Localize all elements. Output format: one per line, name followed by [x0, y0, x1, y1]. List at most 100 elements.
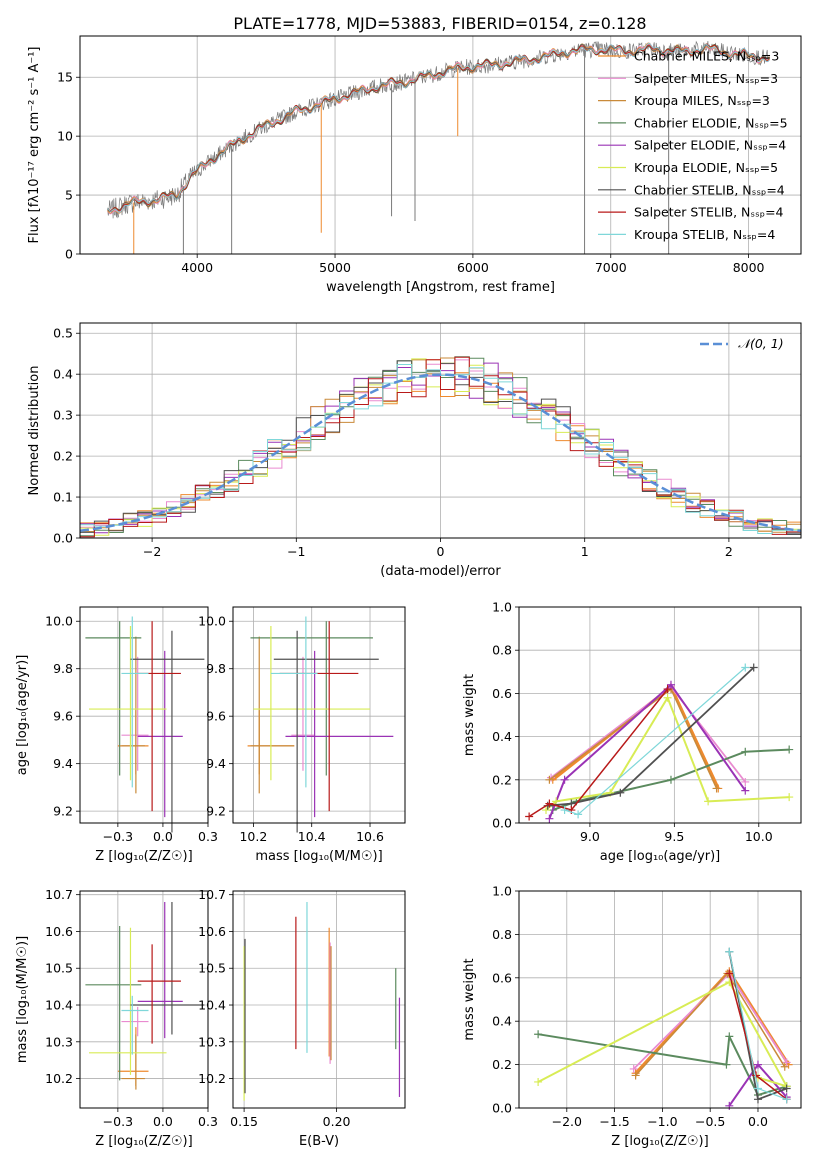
y-tick-label: 0.0	[53, 531, 73, 546]
y-tick-label: 10.0	[45, 614, 73, 629]
figure-title: PLATE=1778, MJD=53883, FIBERID=0154, z=0…	[233, 14, 646, 33]
data-point-marker	[663, 693, 672, 702]
data-point-marker	[525, 812, 534, 821]
x-tick-label: 7000	[595, 260, 627, 275]
data-point-marker	[616, 788, 625, 797]
x-tick-label: 0	[437, 544, 445, 559]
mass-vs-metallicity-panel: −0.3 0.0 0.3 10.2 10.3 10.4 10.5 10.6 10.7 Z [log…	[15, 887, 218, 1149]
data-point-marker	[631, 1071, 640, 1080]
y-tick-label: 10.7	[198, 887, 226, 902]
x-tick-label: 1	[581, 544, 589, 559]
y-axis-label: mass [log₁₀(M/M☉)]	[15, 936, 30, 1063]
x-tick-label: −2.0	[552, 1114, 582, 1129]
data-point-marker	[629, 1064, 638, 1073]
mass-weight-series-line	[634, 969, 790, 1075]
y-tick-label: 10.6	[45, 924, 73, 939]
x-axis-label: E(B-V)	[299, 1134, 339, 1149]
normal-distribution-curve	[79, 373, 802, 533]
x-axis-label: Z [log₁₀(Z/Z☉)]	[611, 1134, 708, 1149]
x-tick-label: 0.0	[748, 1114, 768, 1129]
y-tick-label: 0.2	[492, 1057, 512, 1072]
y-tick-label: 10.3	[45, 1034, 73, 1049]
y-tick-label: 10.4	[198, 998, 226, 1013]
data-point-marker	[712, 784, 721, 793]
y-tick-label: 10.0	[198, 614, 226, 629]
y-tick-label: 0.8	[492, 927, 512, 942]
x-tick-label: −2	[143, 544, 161, 559]
model-spectrum-line	[107, 43, 770, 212]
data-point-marker	[753, 1084, 762, 1093]
data-point-marker	[545, 799, 554, 808]
data-point-marker	[753, 1060, 762, 1069]
mass-weight-series-line	[548, 688, 718, 789]
plot-frame	[518, 890, 802, 1109]
y-tick-label: 10.4	[45, 998, 73, 1013]
y-tick-label: 5	[65, 188, 73, 203]
x-axis-label: mass [log₁₀(M/M☉)]	[255, 849, 382, 864]
data-point-marker	[725, 947, 734, 956]
x-tick-label: −1.0	[647, 1114, 677, 1129]
y-tick-label: 10.5	[45, 961, 73, 976]
x-tick-label: −0.3	[103, 829, 133, 844]
x-tick-label: 10.0	[745, 829, 773, 844]
y-tick-label: 0.8	[492, 643, 512, 658]
x-tick-label: 2	[725, 544, 733, 559]
plot-frame	[232, 606, 406, 824]
x-tick-label: 0.0	[153, 1114, 173, 1129]
y-tick-label: 0.4	[492, 1014, 512, 1029]
x-tick-label: 8000	[733, 260, 765, 275]
y-tick-label: 0.6	[492, 970, 512, 985]
data-point-marker	[780, 1062, 789, 1071]
data-point-marker	[753, 1095, 762, 1104]
x-axis-label: age [log₁₀(age/yr)]	[600, 849, 721, 864]
x-axis-label: wavelength [Angstrom, rest frame]	[326, 280, 555, 295]
plot-frame	[79, 322, 802, 539]
x-tick-label: 0.15	[230, 1114, 258, 1129]
x-tick-label: 9.0	[580, 829, 600, 844]
legend-label: Chabrier MILES, Nₛₛₚ=3	[634, 49, 779, 64]
x-tick-label: 10.2	[239, 829, 267, 844]
data-point-marker	[725, 969, 734, 978]
data-point-marker	[574, 810, 583, 819]
x-axis-label: Z [log₁₀(Z/Z☉)]	[95, 849, 192, 864]
x-tick-label: −0.3	[103, 1114, 133, 1129]
legend-label: Kroupa STELIB, Nₛₛₚ=4	[634, 227, 775, 242]
y-tick-label: 9.4	[53, 756, 73, 771]
data-point-marker	[741, 663, 750, 672]
plot-frame	[232, 890, 406, 1109]
data-point-marker	[704, 797, 713, 806]
y-axis-label: Normed distribution	[27, 366, 42, 496]
data-point-marker	[545, 814, 554, 823]
data-point-marker	[560, 775, 569, 784]
y-axis-label: mass weight	[462, 674, 477, 756]
y-tick-label: 0.1	[53, 490, 73, 505]
mass-weight-series-line	[528, 688, 669, 818]
y-tick-label: 9.2	[53, 804, 73, 819]
weight-vs-metallicity-panel: −2.0 −1.5 −1.0 −0.5 0.0 0.0 0.2 0.4 0.6 0.8 1.0 Z […	[462, 884, 802, 1149]
plot-frame	[79, 606, 209, 824]
data-point-marker	[782, 1084, 791, 1093]
x-tick-label: 5000	[319, 260, 351, 275]
y-tick-label: 15	[57, 70, 73, 85]
x-tick-label: 6000	[457, 260, 489, 275]
y-tick-label: 10	[57, 129, 73, 144]
data-point-marker	[782, 1095, 791, 1104]
mass-weight-series-line	[545, 696, 790, 811]
plot-frame	[79, 890, 209, 1109]
x-tick-label: 9.5	[664, 829, 684, 844]
y-axis-label: age [log₁₀(age/yr)]	[15, 655, 30, 776]
plot-frame	[79, 35, 802, 255]
legend-label: 𝒩(0, 1)	[738, 336, 784, 351]
legend-label: Kroupa ELODIE, Nₛₛₚ=5	[634, 160, 778, 175]
x-tick-label: −1.5	[599, 1114, 629, 1129]
y-tick-label: 10.5	[198, 961, 226, 976]
age-vs-mass-panel: 10.2 10.4 10.6 9.2 9.4 9.6 9.8 10.0 mass [log₁₀(…	[198, 606, 406, 864]
legend-label: Chabrier ELODIE, Nₛₛₚ=5	[634, 115, 788, 130]
plot-frame	[518, 606, 802, 824]
legend-label: Salpeter ELODIE, Nₛₛₚ=4	[634, 138, 786, 153]
mass-weight-series-line	[548, 683, 747, 820]
data-point-marker	[741, 747, 750, 756]
y-tick-label: 0.0	[492, 816, 512, 831]
x-tick-label: 0.20	[323, 1114, 351, 1129]
